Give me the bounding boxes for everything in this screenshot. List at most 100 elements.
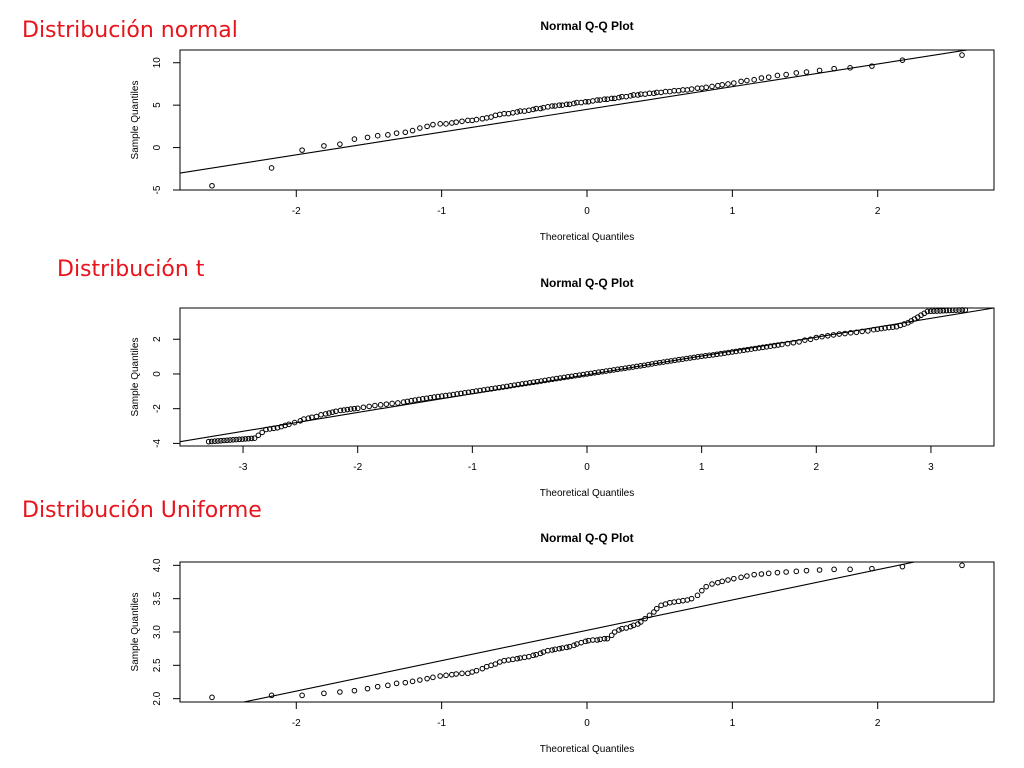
qq-point xyxy=(934,308,940,314)
qq-point xyxy=(695,354,701,360)
qq-point xyxy=(526,107,532,114)
qq-point xyxy=(383,401,390,407)
qq-point xyxy=(660,359,667,365)
qq-point xyxy=(208,438,215,445)
y-axis-label: Sample Quantiles xyxy=(130,338,141,417)
qq-point xyxy=(488,385,495,392)
qq-point xyxy=(299,147,305,153)
qq-point xyxy=(714,351,720,358)
qq-point xyxy=(627,623,634,630)
qq-point xyxy=(637,619,644,625)
qq-point xyxy=(446,392,453,398)
qq-point xyxy=(268,692,275,699)
qq-point xyxy=(205,438,212,445)
qq-point xyxy=(816,67,823,74)
qq-point xyxy=(473,667,480,674)
y-tick-label: 5 xyxy=(152,102,163,108)
qq-point xyxy=(496,111,503,118)
qq-point xyxy=(227,437,233,443)
qq-point xyxy=(233,436,239,443)
qq-point xyxy=(530,652,537,659)
qq-point xyxy=(959,562,965,569)
qq-point xyxy=(703,583,709,590)
y-tick-label: 3.5 xyxy=(152,591,163,605)
x-tick-label: 2 xyxy=(814,462,820,473)
qq-point xyxy=(337,689,343,695)
qq-point xyxy=(337,407,344,414)
qq-point xyxy=(816,567,823,573)
qq-point xyxy=(717,350,724,357)
qq-point xyxy=(767,343,774,349)
qq-point xyxy=(503,383,510,390)
qq-point xyxy=(869,565,875,572)
qq-point xyxy=(364,134,371,141)
qq-point xyxy=(351,405,358,412)
qq-point xyxy=(209,182,215,189)
qq-point xyxy=(305,415,312,422)
qq-point xyxy=(683,355,690,362)
qq-point xyxy=(465,389,472,396)
qq-point xyxy=(374,132,381,139)
qq-point xyxy=(571,100,577,107)
qq-point xyxy=(408,397,415,404)
qq-point xyxy=(430,121,436,128)
qq-point xyxy=(412,397,418,403)
y-tick-label: 0 xyxy=(152,144,163,150)
qq-point xyxy=(230,437,236,443)
qq-point xyxy=(610,367,617,373)
qq-point xyxy=(672,357,678,364)
qq-point xyxy=(313,413,320,420)
qq-point xyxy=(519,381,525,387)
qq-point xyxy=(709,581,715,587)
qq-point xyxy=(435,393,441,400)
qq-point xyxy=(874,326,881,332)
qq-point xyxy=(878,325,885,332)
qq-point xyxy=(853,329,860,336)
qq-point xyxy=(642,615,648,622)
qq-point xyxy=(299,692,305,699)
qq-point xyxy=(248,435,255,442)
qq-point xyxy=(706,352,713,359)
qq-point xyxy=(626,364,632,371)
qq-point xyxy=(618,365,625,372)
y-tick-label: -4 xyxy=(152,439,163,448)
x-tick-label: -1 xyxy=(437,206,446,217)
qq-point xyxy=(725,577,731,583)
qq-point xyxy=(537,650,544,657)
qq-point xyxy=(751,76,757,83)
qq-point xyxy=(321,143,327,149)
x-tick-label: 1 xyxy=(699,462,705,473)
qq-point xyxy=(774,72,781,79)
qq-point xyxy=(372,402,378,409)
qq-point xyxy=(611,629,618,635)
qq-point xyxy=(836,331,843,337)
qq-point xyxy=(544,647,551,654)
qq-point xyxy=(842,330,848,337)
qq-point xyxy=(492,661,499,667)
qq-point xyxy=(765,570,772,577)
heading-t-distribution: Distribución t xyxy=(57,257,205,282)
qq-point xyxy=(751,571,757,578)
qq-point xyxy=(473,388,479,394)
qq-point xyxy=(813,334,820,341)
x-axis-label: Theoretical Quantiles xyxy=(540,488,635,499)
qq-point xyxy=(430,674,436,681)
qq-point xyxy=(759,344,766,351)
qq-point xyxy=(351,136,358,142)
x-tick-label: 0 xyxy=(584,718,590,729)
qq-point xyxy=(680,597,686,604)
qq-point xyxy=(423,395,430,402)
qq-point xyxy=(400,399,407,405)
qq-point xyxy=(943,307,950,314)
qq-point xyxy=(710,352,716,358)
qq-point xyxy=(245,435,252,442)
qq-point xyxy=(450,391,457,398)
qq-point xyxy=(679,356,686,362)
qq-point xyxy=(807,336,814,343)
qq-point xyxy=(505,657,512,663)
y-tick-label: 2.0 xyxy=(152,691,163,705)
qq-point xyxy=(931,308,937,314)
qq-point xyxy=(459,118,465,125)
x-tick-label: -1 xyxy=(437,718,446,729)
qq-point xyxy=(949,307,956,314)
